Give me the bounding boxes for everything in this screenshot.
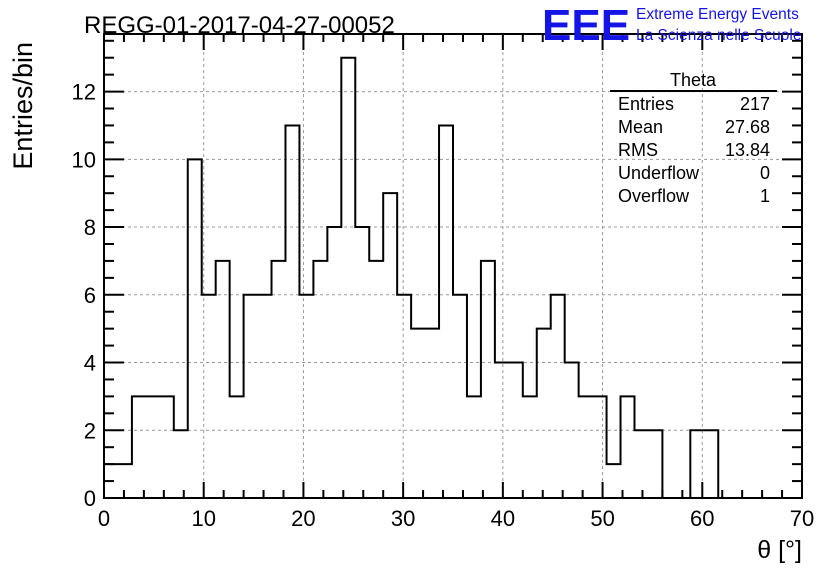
y-tick-label: 6 — [84, 283, 96, 308]
x-tick-label: 30 — [391, 506, 415, 531]
x-tick-label: 40 — [491, 506, 515, 531]
logo-line2: La Scienza nelle Scuole — [636, 27, 801, 44]
y-tick-label: 12 — [72, 80, 96, 105]
stats-title: Theta — [670, 70, 717, 90]
y-tick-label: 10 — [72, 147, 96, 172]
stats-box: Theta Entries 217 Mean 27.68 RMS 13.84 U… — [610, 70, 777, 206]
y-tick-label: 0 — [84, 486, 96, 511]
x-tick-label: 20 — [291, 506, 315, 531]
stats-rms-label: RMS — [618, 140, 658, 160]
x-tick-label: 0 — [98, 506, 110, 531]
stats-mean-value: 27.68 — [725, 117, 770, 137]
stats-mean-label: Mean — [618, 117, 663, 137]
y-tick-label: 2 — [84, 418, 96, 443]
stats-underflow-value: 0 — [760, 163, 770, 183]
x-axis-label: θ [°] — [757, 536, 802, 564]
x-tick-label: 10 — [191, 506, 215, 531]
y-tick-label: 8 — [84, 215, 96, 240]
stats-overflow-value: 1 — [760, 186, 770, 206]
stats-rms-value: 13.84 — [725, 140, 770, 160]
stats-underflow-label: Underflow — [618, 163, 700, 183]
x-tick-label: 60 — [690, 506, 714, 531]
logo-mark: EEE — [542, 1, 630, 50]
x-tick-label: 70 — [790, 506, 814, 531]
stats-entries-value: 217 — [740, 94, 770, 114]
x-tick-label: 50 — [590, 506, 614, 531]
eee-logo: EEE Extreme Energy Events La Scienza nel… — [542, 1, 801, 50]
grid-lines — [104, 34, 802, 498]
stats-entries-label: Entries — [618, 94, 674, 114]
chart-title: REGG-01-2017-04-27-00052 — [84, 12, 395, 39]
y-axis-label: Entries/bin — [8, 42, 38, 170]
stats-overflow-label: Overflow — [618, 186, 690, 206]
logo-line1: Extreme Energy Events — [636, 6, 799, 23]
y-tick-label: 4 — [84, 351, 96, 376]
histogram-series-line — [103, 56, 720, 498]
plot-frame — [103, 33, 803, 499]
